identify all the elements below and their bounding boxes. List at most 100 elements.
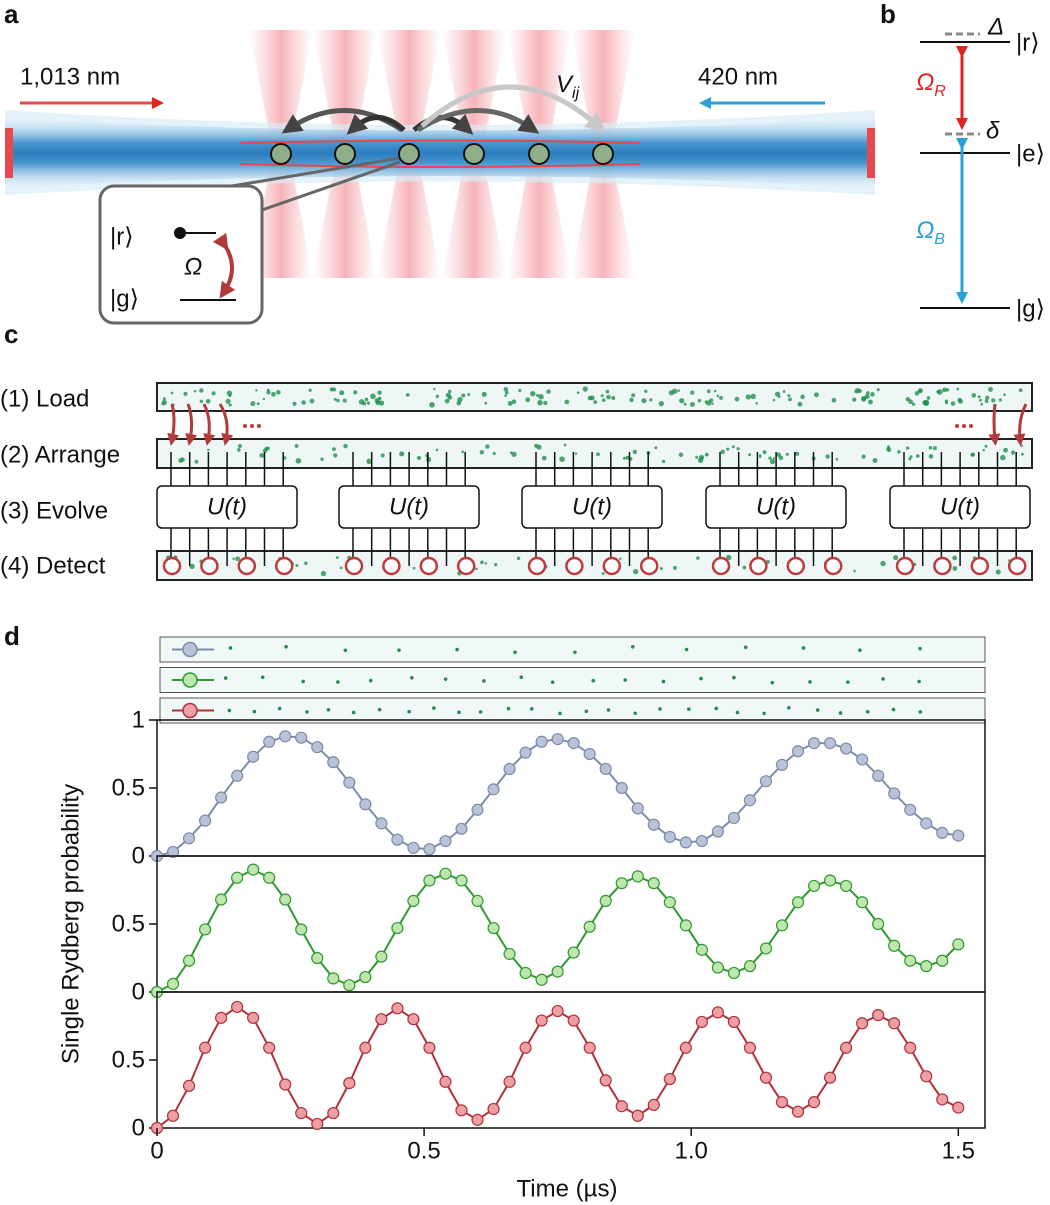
data-point — [503, 1075, 516, 1088]
data-point — [535, 973, 548, 986]
atom-fluorescence — [825, 454, 830, 459]
atom-fluorescence — [252, 709, 257, 714]
interaction-label-symbol: V — [556, 71, 574, 98]
arrange-strip — [156, 438, 1033, 469]
atom-fluorescence — [704, 400, 708, 404]
data-point — [872, 769, 885, 782]
atom-fluorescence — [893, 555, 899, 561]
data-point — [599, 1074, 612, 1087]
atom — [528, 143, 550, 165]
data-point — [920, 817, 933, 830]
atom-fluorescence — [255, 389, 258, 392]
data-point — [663, 830, 676, 844]
data-point — [231, 769, 244, 782]
atom-fluorescence — [911, 402, 916, 406]
atom-fluorescence — [668, 390, 674, 396]
atom-fluorescence — [736, 447, 740, 451]
atom-fluorescence — [909, 455, 913, 459]
atom-fluorescence — [537, 399, 543, 406]
interaction-arrow — [416, 108, 540, 134]
panel-label: b — [880, 0, 896, 29]
atom-fluorescence — [918, 389, 922, 393]
rearrange-arrow — [1013, 403, 1028, 446]
atom-fluorescence — [699, 676, 703, 681]
atom-fluorescence — [260, 675, 265, 680]
atom-fluorescence — [658, 707, 662, 711]
data-point — [936, 954, 949, 967]
atom-fluorescence — [481, 391, 487, 397]
data-point — [375, 950, 388, 963]
interaction-arrow — [346, 113, 406, 135]
data-point — [375, 817, 388, 830]
atom-fluorescence — [677, 389, 680, 392]
step-label: (3) Evolve — [0, 497, 108, 524]
data-point — [952, 1101, 965, 1114]
data-point — [359, 970, 372, 984]
data-point — [583, 920, 596, 933]
atom-fluorescence — [632, 449, 638, 455]
atom — [463, 143, 485, 165]
data-point — [679, 1041, 692, 1054]
inset-upper-level: |r⟩ — [110, 223, 134, 250]
atom-fluorescence — [511, 399, 517, 404]
atom-fluorescence — [672, 565, 677, 570]
atom-fluorescence — [876, 388, 880, 392]
atom-fluorescence — [952, 566, 958, 571]
data-point — [295, 923, 308, 936]
x-axis-label: Time (µs) — [517, 1175, 618, 1202]
legend-strip — [159, 697, 986, 724]
atom-fluorescence — [320, 570, 327, 577]
atom-fluorescence — [225, 398, 231, 404]
atom-fluorescence — [211, 391, 216, 396]
atom-fluorescence — [725, 554, 732, 561]
atom-fluorescence — [304, 561, 308, 565]
data-point — [343, 979, 356, 992]
detected-ground — [970, 556, 990, 576]
atom-fluorescence — [815, 708, 820, 712]
data-point — [743, 960, 757, 973]
atom-fluorescence — [942, 387, 947, 393]
atom-fluorescence — [320, 457, 324, 461]
atom-fluorescence — [606, 394, 611, 400]
data-point — [856, 896, 869, 909]
ellipsis-dot — [250, 424, 254, 428]
atom-fluorescence — [563, 443, 567, 447]
atom-fluorescence — [536, 444, 542, 450]
atom-fluorescence — [584, 709, 589, 714]
data-point — [455, 1104, 468, 1117]
data-point — [535, 1014, 548, 1027]
level-label: |g⟩ — [1016, 295, 1045, 322]
data-point — [775, 1096, 789, 1109]
atom-fluorescence — [559, 456, 565, 462]
data-point — [583, 1041, 596, 1054]
ellipsis-dot — [243, 424, 247, 428]
data-point — [231, 1000, 244, 1014]
atom-fluorescence — [854, 390, 858, 394]
red-beam-end — [867, 128, 875, 178]
atom-fluorescence — [358, 399, 365, 405]
data-point — [279, 730, 292, 743]
atom-fluorescence — [435, 394, 440, 399]
data-point — [647, 1098, 660, 1111]
atom-fluorescence — [380, 453, 385, 458]
atom-fluorescence — [958, 399, 963, 404]
atom-fluorescence — [541, 455, 547, 461]
detected-ground — [786, 556, 806, 576]
atom-fluorescence — [684, 647, 689, 652]
data-point — [936, 1093, 949, 1106]
data-point — [215, 791, 228, 804]
atom-fluorescence — [762, 450, 767, 455]
atom-fluorescence — [536, 393, 540, 397]
data-point — [952, 829, 965, 842]
atom-fluorescence — [232, 557, 235, 560]
data-point — [823, 737, 837, 750]
data-point — [567, 1014, 580, 1027]
atom-fluorescence — [770, 680, 775, 685]
atom-fluorescence — [644, 389, 648, 393]
atom-fluorescence — [858, 648, 862, 652]
atom-fluorescence — [425, 456, 432, 463]
atom-fluorescence — [831, 397, 837, 403]
atom-fluorescence — [480, 560, 484, 565]
atom-fluorescence — [161, 399, 167, 405]
atom-fluorescence — [735, 710, 740, 715]
